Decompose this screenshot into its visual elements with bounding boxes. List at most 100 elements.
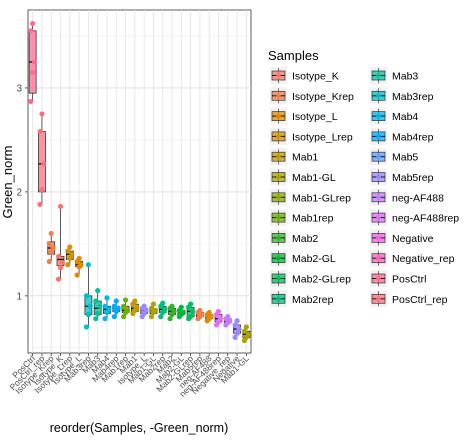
data-point [243,324,249,330]
data-point [41,161,47,167]
legend-item: Isotype_K [270,67,339,84]
data-point [162,306,168,312]
legend-item: Mab1-GLrep [270,188,351,206]
data-point [188,314,194,320]
data-point [113,298,119,304]
data-point [67,255,73,262]
data-point [206,309,212,316]
x-axis-title: reorder(Samples, -Green_norm) [50,421,229,435]
data-point [232,334,238,341]
data-point [55,276,62,282]
legend-label: Negative [392,233,434,245]
legend-item: Mab3 [370,67,418,84]
data-point [208,314,214,320]
legend-label: Mab3 [392,71,418,83]
box-group [139,303,149,320]
legend-item: Mab5rep [370,168,434,186]
data-point [152,307,158,313]
box-group [65,244,75,268]
data-point [171,308,177,315]
legend-title: Samples [268,48,319,63]
legend-key-point [376,174,381,180]
data-point [234,318,240,324]
box-group [148,301,158,320]
data-point [160,300,166,306]
legend-key-point [376,276,381,281]
data-point [245,331,251,337]
legend-label: Mab2-GLrep [292,274,351,286]
legend-key-point [276,215,281,220]
data-point [124,307,131,313]
legend-label: Mab2rep [292,294,334,306]
data-point [46,258,52,265]
legend-key-point [376,195,381,200]
data-point [69,251,75,257]
data-point [93,316,99,322]
box-group [55,203,66,282]
data-point [111,303,117,309]
box-group [232,318,242,341]
box-group [195,307,205,322]
legend-item: Isotype_L [270,107,338,125]
data-point [30,20,36,27]
data-point [97,303,103,309]
data-point [111,314,117,320]
legend-label: neg-AF488rep [392,213,459,225]
data-point [83,324,90,330]
legend-label: neg-AF488 [392,192,444,204]
legend-label: Isotype_K [292,71,339,83]
data-point [115,305,121,311]
legend-label: Mab5rep [392,172,434,184]
data-point [67,244,73,250]
data-point [65,248,71,254]
legend-key-point [276,235,281,241]
legend-key-point [276,154,281,159]
data-point [241,328,248,334]
legend-key-point [276,256,281,261]
legend-item: neg-AF488rep [370,209,459,227]
legend-key-point [376,134,381,139]
legend-label: Mab2-GL [292,253,336,265]
box-group [213,308,224,328]
legend-item: Mab1rep [270,209,334,227]
data-point [217,316,224,322]
legend-label: Mab5 [392,152,418,164]
legend-item: PosCtrl_rep [370,290,448,308]
y-tick-label: 3 [16,83,22,94]
legend-label: Mab1rep [292,213,334,225]
data-point [225,314,231,320]
data-point [158,314,164,320]
data-point [48,249,54,255]
legend-item: Mab2-GL [270,249,336,267]
data-point [148,314,155,320]
box-group [121,297,131,320]
legend-label: PosCtrl [392,274,426,286]
y-axis-title: Green_norm [0,146,15,219]
data-point [39,111,45,117]
data-point [102,316,108,322]
data-point [46,241,52,247]
legend-key-point [376,235,381,241]
legend-key-point [376,113,381,119]
data-point [78,262,84,268]
data-point [150,301,157,307]
legend-key-point [276,73,281,78]
box-group [130,298,140,317]
box-group [223,314,233,328]
data-point [234,330,240,336]
legend-key-point [276,174,281,180]
data-point [83,293,90,299]
data-point [143,307,149,313]
legend-key-point [376,215,381,220]
legend-key-point [276,296,281,301]
data-point [85,262,91,268]
y-tick-label: 1 [16,291,22,302]
data-point [121,303,127,309]
legend-item: neg-AF488 [370,188,444,206]
legend-item: Mab4 [370,107,418,125]
box-group [167,303,177,322]
data-point [197,307,203,313]
legend-key-point [376,256,381,261]
